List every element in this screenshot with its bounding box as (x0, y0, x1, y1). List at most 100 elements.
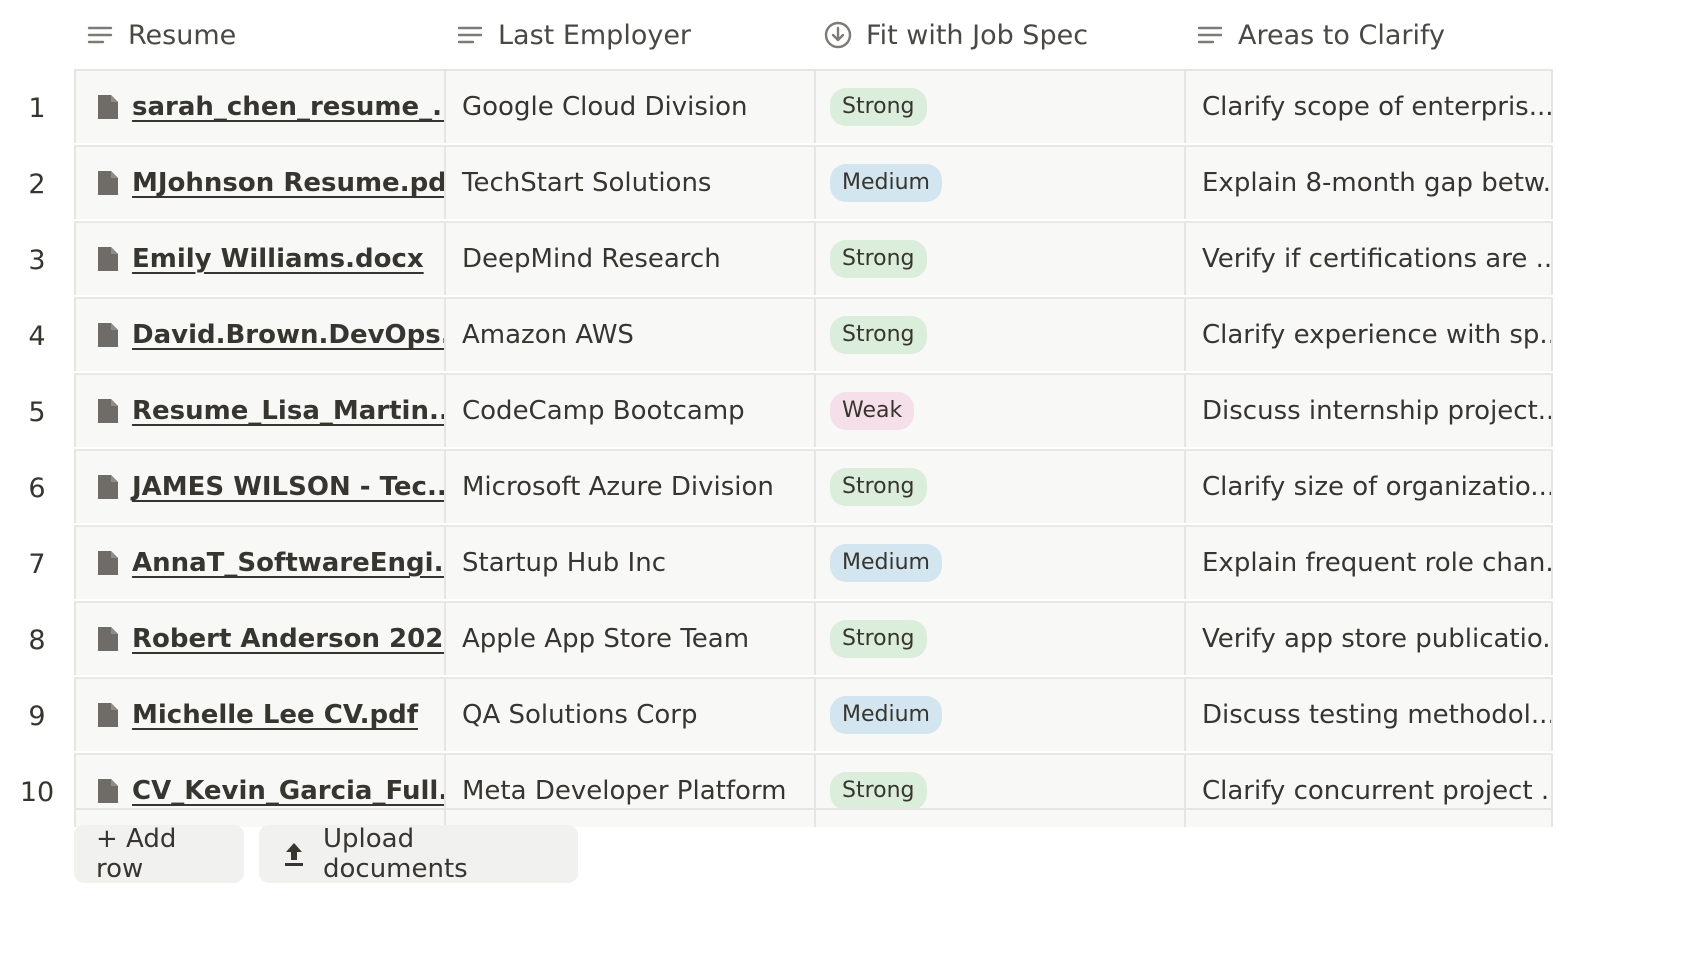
areas-to-clarify-text: Verify if certifications are ... (1202, 244, 1553, 274)
text-lines-icon (456, 21, 484, 49)
areas-to-clarify-cell[interactable]: Clarify concurrent project ... (1184, 755, 1553, 827)
last-employer-text: DeepMind Research (462, 244, 721, 274)
table-row[interactable]: 3 Emily Williams.docx DeepMind Research … (28, 221, 1553, 297)
column-header-label: Fit with Job Spec (866, 19, 1089, 51)
areas-to-clarify-cell[interactable]: Clarify scope of enterpris... (1184, 71, 1553, 143)
last-employer-text: Apple App Store Team (462, 624, 750, 654)
add-row-label: + Add row (96, 824, 177, 884)
table-row[interactable]: 5 Resume_Lisa_Martin... CodeCamp Bootcam… (28, 373, 1553, 449)
resume-file-link[interactable]: CV_Kevin_Garcia_Full... (132, 776, 444, 806)
last-employer-text: QA Solutions Corp (462, 700, 698, 730)
resume-file-link[interactable]: sarah_chen_resume_... (132, 92, 444, 122)
resume-cell[interactable]: JAMES WILSON - Tec... (74, 451, 444, 523)
table-row[interactable]: 9 Michelle Lee CV.pdf QA Solutions Corp … (28, 677, 1553, 753)
areas-to-clarify-cell[interactable]: Discuss internship project... (1184, 375, 1553, 447)
column-header-areas-to-clarify[interactable]: Areas to Clarify (1184, 0, 1554, 70)
last-employer-cell[interactable]: Google Cloud Division (444, 71, 814, 143)
fit-badge: Medium (830, 544, 942, 582)
areas-to-clarify-cell[interactable]: Explain 8-month gap betw... (1184, 147, 1553, 219)
add-row-button[interactable]: + Add row (74, 824, 244, 884)
fit-cell[interactable]: Strong (814, 451, 1184, 523)
file-icon (98, 475, 118, 499)
areas-to-clarify-cell[interactable]: Explain frequent role chan... (1184, 527, 1553, 599)
fit-cell[interactable]: Medium (814, 679, 1184, 751)
file-icon (98, 95, 118, 119)
resume-file-link[interactable]: Michelle Lee CV.pdf (132, 700, 418, 730)
upload-documents-button[interactable]: Upload documents (259, 824, 578, 884)
resume-file-link[interactable]: AnnaT_SoftwareEngi... (132, 548, 444, 578)
resume-file-link[interactable]: JAMES WILSON - Tec... (132, 472, 444, 502)
last-employer-cell[interactable]: QA Solutions Corp (444, 679, 814, 751)
last-employer-cell[interactable]: DeepMind Research (444, 223, 814, 295)
areas-to-clarify-text: Verify app store publicatio... (1202, 624, 1553, 654)
last-employer-cell[interactable]: Microsoft Azure Division (444, 451, 814, 523)
areas-to-clarify-cell[interactable]: Clarify size of organizatio... (1184, 451, 1553, 523)
areas-to-clarify-cell[interactable]: Clarify experience with sp... (1184, 299, 1553, 371)
file-icon (98, 323, 118, 347)
row-number: 10 (19, 776, 55, 808)
last-employer-text: Amazon AWS (462, 320, 634, 350)
row-number: 2 (28, 168, 46, 200)
file-icon (98, 247, 118, 271)
table-row[interactable]: 2 MJohnson Resume.pdf TechStart Solution… (28, 145, 1553, 221)
areas-to-clarify-cell[interactable]: Discuss testing methodol... (1184, 679, 1553, 751)
fit-cell[interactable]: Strong (814, 755, 1184, 827)
file-icon (98, 703, 118, 727)
last-employer-cell[interactable]: CodeCamp Bootcamp (444, 375, 814, 447)
resume-cell[interactable]: CV_Kevin_Garcia_Full... (74, 755, 444, 827)
resume-file-link[interactable]: David.Brown.DevOps.... (132, 320, 444, 350)
row-number: 3 (28, 244, 46, 276)
areas-to-clarify-text: Clarify size of organizatio... (1202, 472, 1553, 502)
resume-cell[interactable]: sarah_chen_resume_... (74, 71, 444, 143)
resume-cell[interactable]: Robert Anderson 202... (74, 603, 444, 675)
resume-file-link[interactable]: Robert Anderson 202... (132, 624, 444, 654)
file-icon (98, 779, 118, 803)
fit-badge: Weak (830, 392, 915, 430)
table-row[interactable]: 10 CV_Kevin_Garcia_Full... Meta Develope… (20, 753, 1553, 829)
table-row[interactable]: 8 Robert Anderson 202... Apple App Store… (28, 601, 1553, 677)
last-employer-cell[interactable]: Apple App Store Team (444, 603, 814, 675)
table-row[interactable]: 7 AnnaT_SoftwareEngi... Startup Hub Inc … (28, 525, 1553, 601)
fit-cell[interactable]: Strong (814, 71, 1184, 143)
areas-to-clarify-text: Clarify concurrent project ... (1202, 776, 1553, 806)
fit-cell[interactable]: Strong (814, 299, 1184, 371)
resume-file-link[interactable]: Emily Williams.docx (132, 244, 424, 274)
last-employer-text: Microsoft Azure Division (462, 472, 774, 502)
table-body: 1 sarah_chen_resume_... Google Cloud Div… (20, 69, 1553, 829)
fit-badge: Strong (830, 620, 927, 658)
resume-cell[interactable]: Michelle Lee CV.pdf (74, 679, 444, 751)
last-employer-text: TechStart Solutions (462, 168, 712, 198)
fit-badge: Strong (830, 772, 927, 810)
table-row[interactable]: 4 David.Brown.DevOps.... Amazon AWS Stro… (28, 297, 1553, 373)
resume-file-link[interactable]: Resume_Lisa_Martin... (132, 396, 444, 426)
fit-cell[interactable]: Weak (814, 375, 1184, 447)
fit-cell[interactable]: Strong (814, 223, 1184, 295)
table-row[interactable]: 1 sarah_chen_resume_... Google Cloud Div… (28, 71, 1553, 145)
last-employer-cell[interactable]: TechStart Solutions (444, 147, 814, 219)
last-employer-text: CodeCamp Bootcamp (462, 396, 745, 426)
fit-cell[interactable]: Medium (814, 147, 1184, 219)
areas-to-clarify-text: Clarify experience with sp... (1202, 320, 1553, 350)
resume-cell[interactable]: Emily Williams.docx (74, 223, 444, 295)
fit-cell[interactable]: Strong (814, 603, 1184, 675)
column-header-last-employer[interactable]: Last Employer (444, 0, 814, 70)
fit-cell[interactable]: Medium (814, 527, 1184, 599)
fit-badge: Medium (830, 696, 942, 734)
table-row[interactable]: 6 JAMES WILSON - Tec... Microsoft Azure … (28, 449, 1553, 525)
column-header-fit[interactable]: Fit with Job Spec (814, 0, 1184, 70)
areas-to-clarify-cell[interactable]: Verify if certifications are ... (1184, 223, 1553, 295)
resume-cell[interactable]: Resume_Lisa_Martin... (74, 375, 444, 447)
fit-badge: Strong (830, 88, 927, 126)
resume-cell[interactable]: David.Brown.DevOps.... (74, 299, 444, 371)
column-header-label: Areas to Clarify (1238, 19, 1445, 51)
table-header: Resume Last Employer Fit with Job Spec A… (74, 0, 1554, 70)
resume-file-link[interactable]: MJohnson Resume.pdf (132, 168, 444, 198)
areas-to-clarify-cell[interactable]: Verify app store publicatio... (1184, 603, 1553, 675)
last-employer-cell[interactable]: Amazon AWS (444, 299, 814, 371)
last-employer-cell[interactable]: Startup Hub Inc (444, 527, 814, 599)
fit-badge: Medium (830, 164, 942, 202)
resume-cell[interactable]: MJohnson Resume.pdf (74, 147, 444, 219)
last-employer-cell[interactable]: Meta Developer Platform (444, 755, 814, 827)
column-header-resume[interactable]: Resume (74, 0, 444, 70)
resume-cell[interactable]: AnnaT_SoftwareEngi... (74, 527, 444, 599)
